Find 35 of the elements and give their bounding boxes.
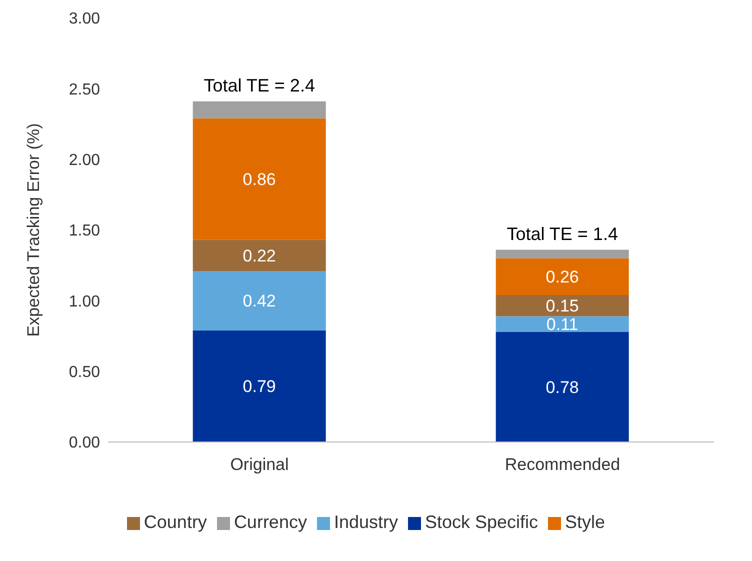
- data-label: 0.42: [242, 292, 276, 311]
- y-tick-label: 1.50: [68, 222, 100, 240]
- legend-label: Stock Specific: [425, 512, 538, 532]
- y-tick-label: 0.50: [68, 364, 100, 382]
- bar: [192, 118, 326, 240]
- legend-label: Country: [144, 512, 207, 532]
- bar: [192, 330, 326, 442]
- y-tick-label: 1.00: [68, 293, 100, 310]
- bar: [496, 250, 629, 258]
- bar: [192, 270, 326, 330]
- x-tick-label: Recommended: [504, 455, 620, 474]
- bar: [192, 101, 326, 118]
- bar: [496, 316, 629, 332]
- y-tick-label: 3.00: [68, 10, 100, 28]
- data-label: 0.78: [546, 378, 579, 397]
- data-label: 0.26: [546, 268, 579, 287]
- y-axis-title: Expected Tracking Error (%): [24, 123, 44, 337]
- total-label: Total TE = 2.4: [204, 75, 315, 96]
- data-label: 0.15: [546, 296, 579, 316]
- bar: [192, 240, 326, 271]
- data-label: 0.11: [546, 314, 578, 334]
- bar: [496, 332, 629, 442]
- y-tick-label: 0.00: [68, 434, 100, 452]
- y-tick-label: 2.50: [68, 81, 100, 98]
- bar: [496, 295, 629, 316]
- legend-label: Industry: [334, 512, 398, 532]
- total-label: Total TE = 1.4: [506, 224, 618, 244]
- legend-label: Currency: [234, 512, 307, 532]
- x-tick-label: Original: [230, 455, 289, 474]
- bar: [496, 258, 629, 296]
- data-label: 0.86: [242, 170, 276, 190]
- legend-label: Style: [565, 512, 606, 532]
- data-label: 0.22: [242, 246, 276, 266]
- data-label: 0.79: [242, 377, 276, 396]
- y-tick-label: 2.00: [68, 152, 100, 170]
